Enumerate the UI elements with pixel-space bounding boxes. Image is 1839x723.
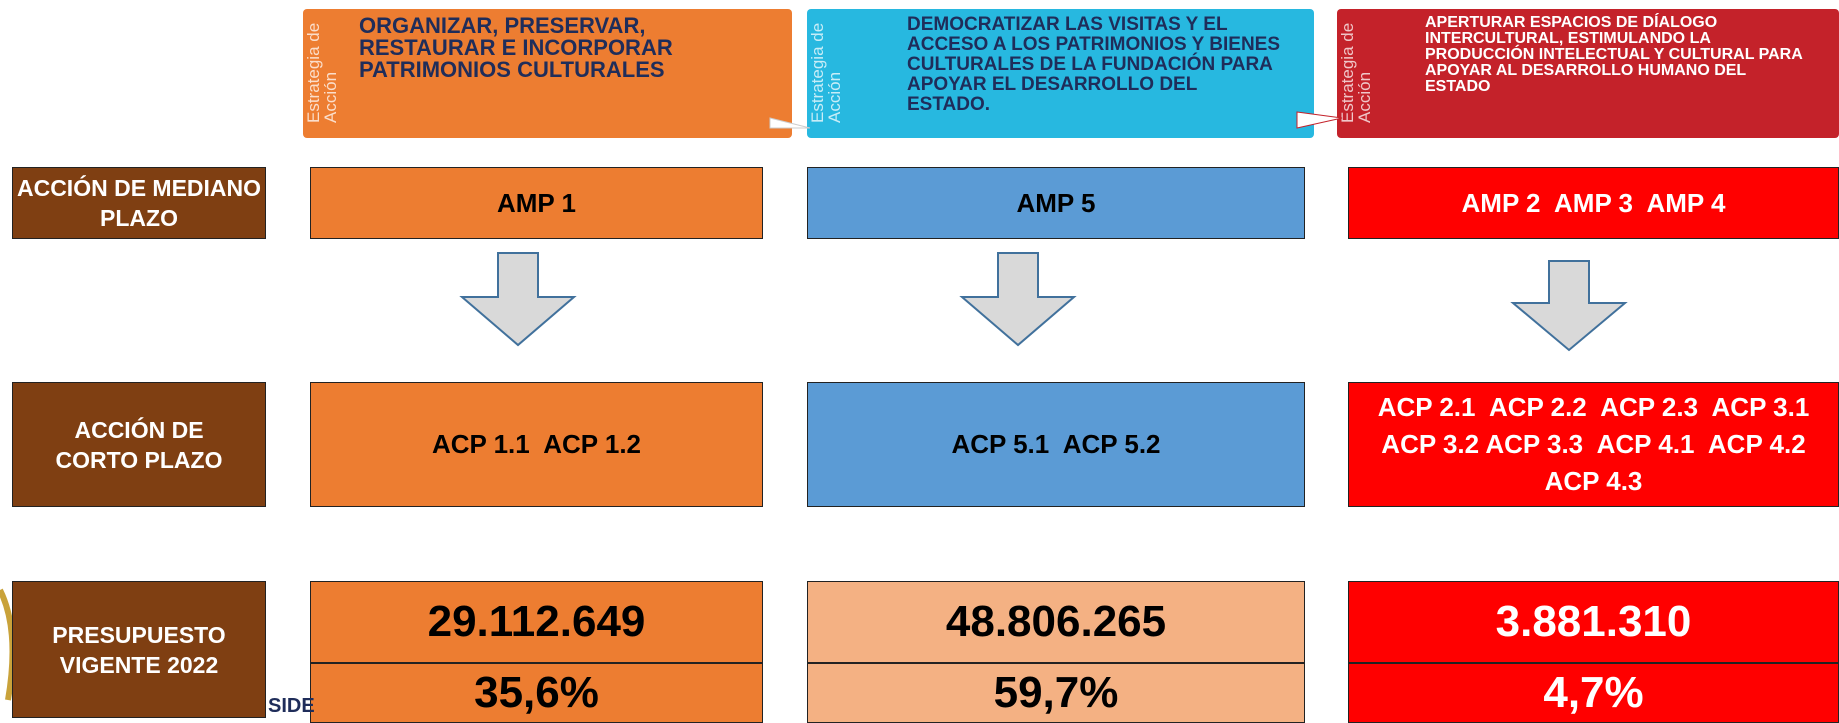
strategy-text: APERTURAR ESPACIOS DE DÍALOGO INTERCULTU… [1425,14,1803,95]
footer-fragment: SIDE [268,695,315,717]
strategy-box: Estrategia de Acción ORGANIZAR, PRESERVA… [303,9,792,138]
amp-box: AMP 5 [807,167,1305,239]
strategy-text: ORGANIZAR, PRESERVAR, RESTAURAR E INCORP… [359,13,673,82]
percent-box: 35,6% [310,663,763,723]
row-label: PRESUPUESTO VIGENTE 2022 [12,581,266,718]
percent-box: 59,7% [807,663,1305,723]
strategy-box: Estrategia de Acción APERTURAR ESPACIOS … [1337,9,1839,138]
amp-box: AMP 2 AMP 3 AMP 4 [1348,167,1839,239]
row-label: ACCIÓN DE CORTO PLAZO [12,382,266,507]
down-arrow [1510,260,1628,352]
down-arrow [959,252,1077,347]
row-label: ACCIÓN DE MEDIANO PLAZO [12,167,266,239]
amp-box: AMP 1 [310,167,763,239]
notch [769,117,811,129]
acp-box: ACP 5.1 ACP 5.2 [807,382,1305,507]
acp-box: ACP 1.1 ACP 1.2 [310,382,763,507]
budget-box: 3.881.310 [1348,581,1839,663]
percent-box: 4,7% [1348,663,1839,723]
logo-fragment [0,588,16,701]
strategy-box: Estrategia de Acción DEMOCRATIZAR LAS VI… [807,9,1314,138]
down-arrow [459,252,577,347]
notch [1296,111,1343,129]
acp-box: ACP 2.1 ACP 2.2 ACP 2.3 ACP 3.1 ACP 3.2 … [1348,382,1839,507]
budget-box: 48.806.265 [807,581,1305,663]
strategy-text: DEMOCRATIZAR LAS VISITAS Y EL ACCESO A L… [907,14,1281,115]
budget-box: 29.112.649 [310,581,763,663]
